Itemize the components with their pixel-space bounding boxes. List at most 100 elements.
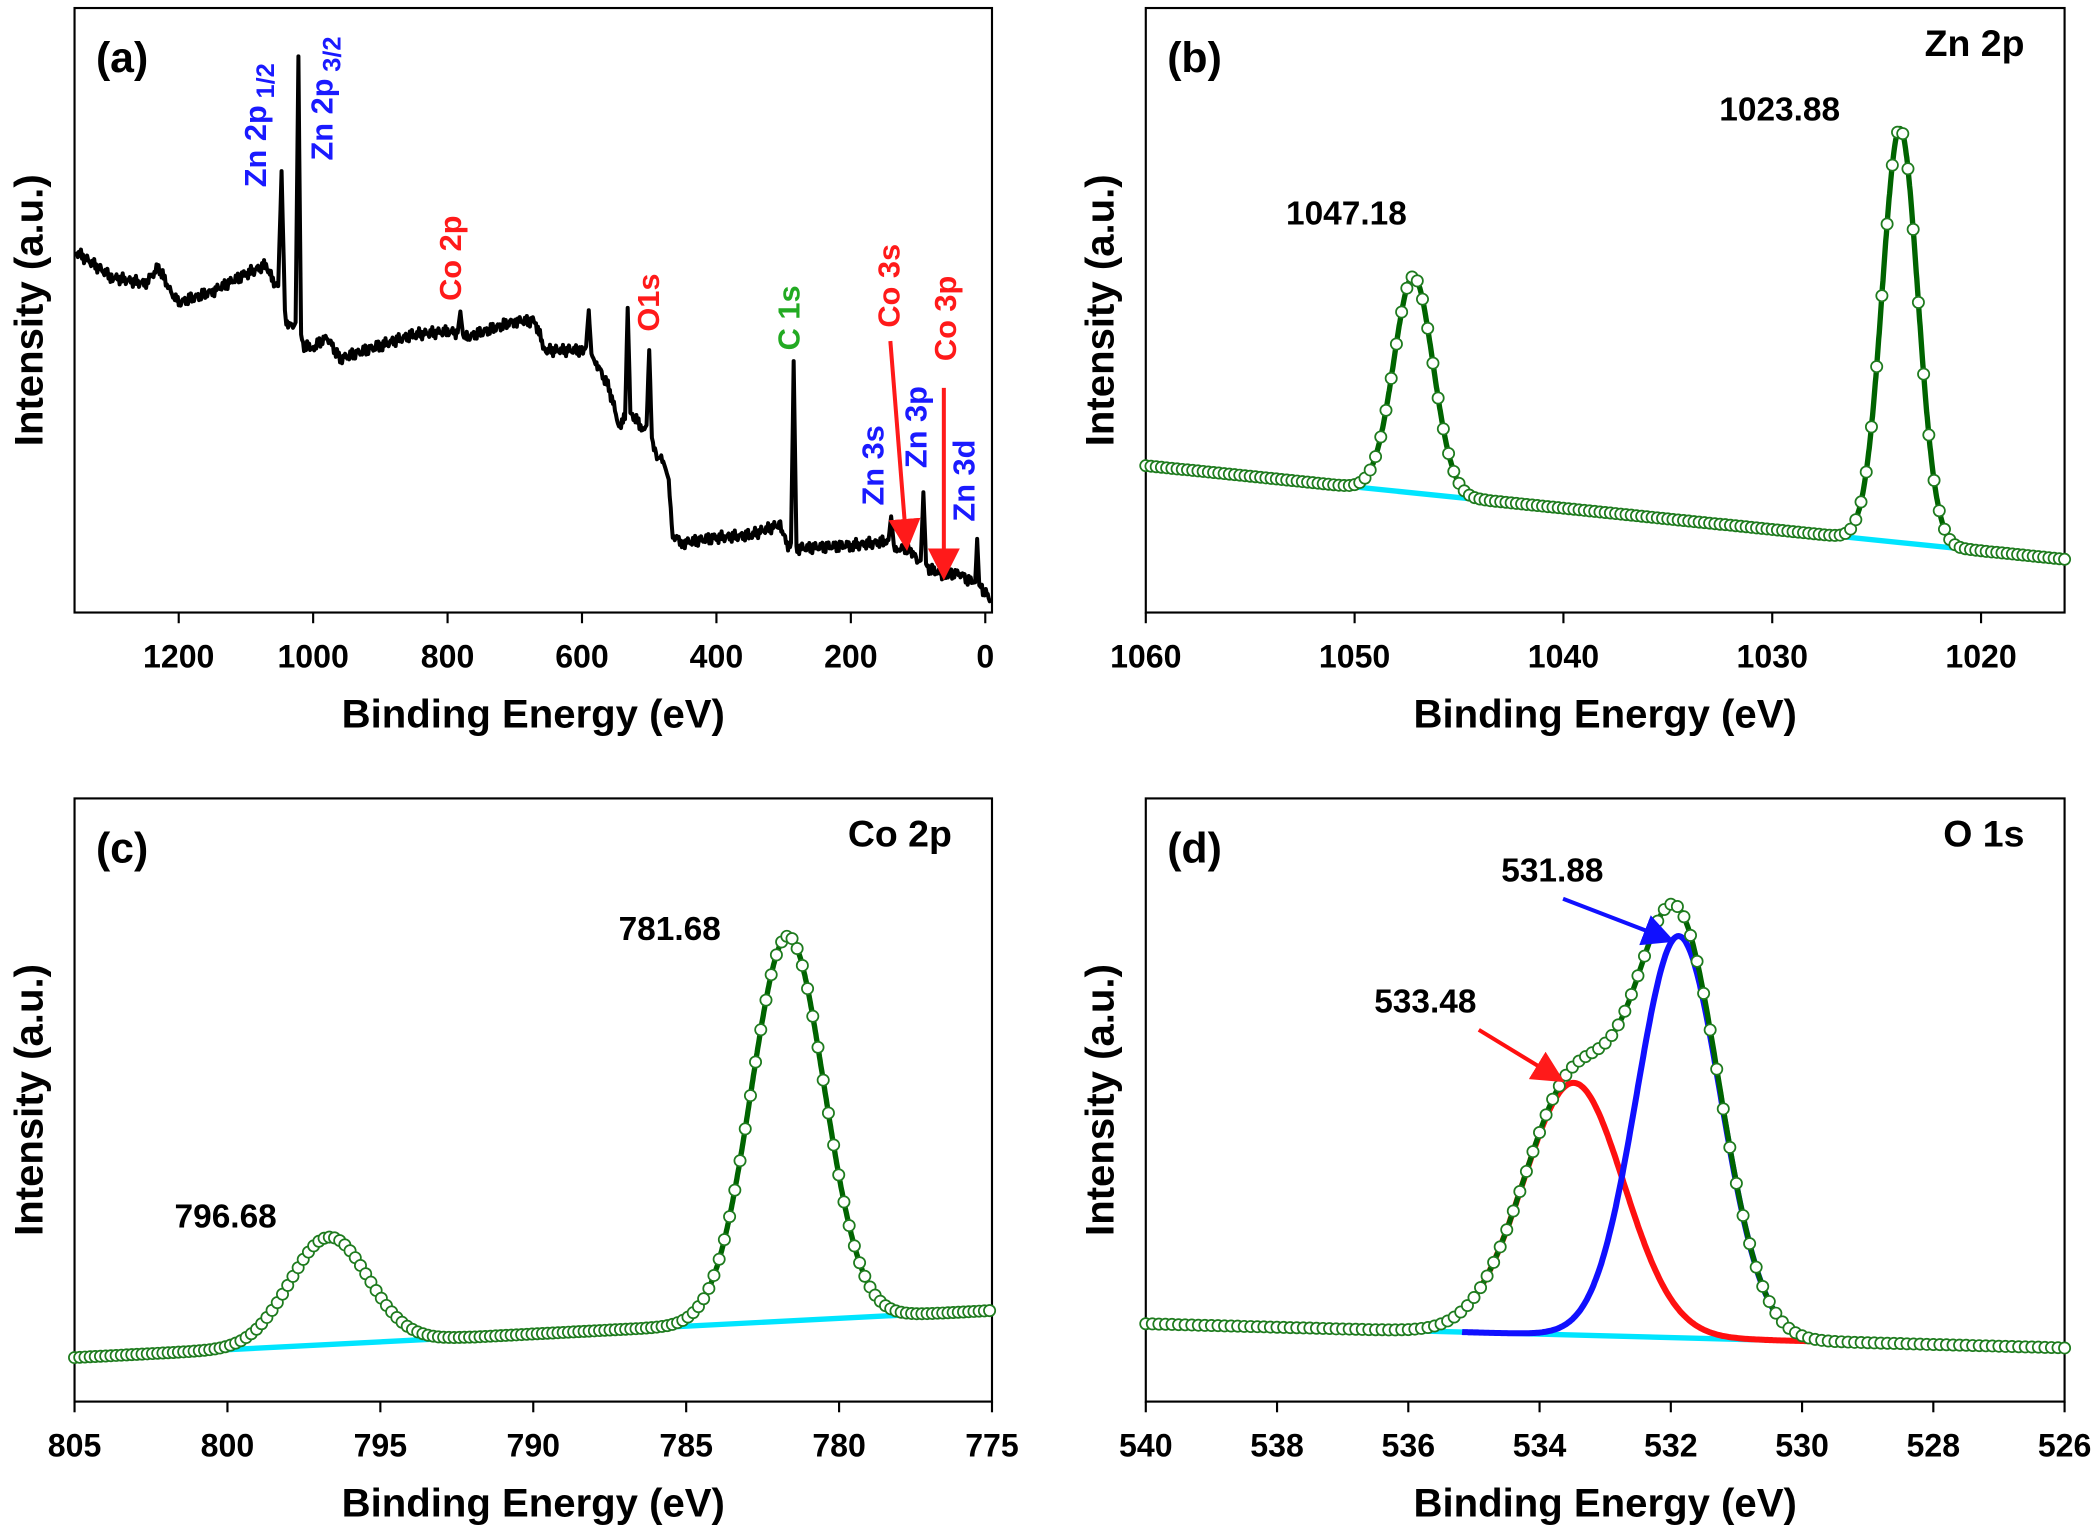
data-point	[1363, 463, 1377, 477]
data-point	[1911, 295, 1925, 309]
data-point	[728, 1183, 742, 1197]
data-point	[1710, 1062, 1724, 1076]
data-point	[1743, 1237, 1757, 1251]
data-point	[1762, 1295, 1776, 1309]
y-axis-label: Intensity (a.u.)	[1078, 174, 1123, 446]
x-tick-label: 400	[690, 638, 744, 674]
data-point	[1756, 1279, 1770, 1293]
data-point	[827, 1138, 841, 1152]
data-point	[1723, 1140, 1737, 1154]
data-point	[983, 1304, 997, 1318]
annotation-text: Co 3s	[872, 244, 907, 328]
x-axis-label: Binding Energy (eV)	[342, 1481, 725, 1526]
fit-component-533.48	[1313, 1079, 1834, 1345]
x-tick-label: 200	[824, 638, 878, 674]
peak-annotation: Zn 3d	[947, 440, 982, 522]
data-point	[1384, 371, 1398, 385]
data-point	[1870, 360, 1884, 374]
peak-label: 533.48	[1374, 983, 1476, 1020]
peak-label: 1023.88	[1719, 91, 1840, 128]
plot-frame	[73, 797, 994, 1403]
x-tick-label: 1040	[1528, 638, 1599, 674]
data-point	[1546, 1092, 1560, 1106]
y-axis-label: Intensity (a.u.)	[6, 174, 51, 446]
panel-label: (c)	[96, 825, 148, 873]
peak-annotation: Zn 2p 3/2	[305, 36, 347, 160]
data-point	[1431, 391, 1445, 405]
data-point	[1474, 1281, 1488, 1295]
x-tick-label: 530	[1775, 1427, 1829, 1463]
data-point	[1638, 949, 1651, 963]
peak-annotation: Co 3p	[928, 276, 963, 361]
peak-label: 796.68	[175, 1199, 277, 1236]
data-point	[1467, 1291, 1481, 1305]
peak-label: 1047.18	[1286, 196, 1407, 233]
data-point	[1749, 1260, 1763, 1274]
data-point	[811, 1040, 825, 1054]
data-point	[847, 1239, 861, 1253]
data-point	[707, 1268, 721, 1282]
annotation-arrow	[888, 340, 921, 551]
x-tick-label: 1030	[1737, 638, 1808, 674]
plot-frame	[1144, 797, 2066, 1403]
x-tick-label: 534	[1513, 1427, 1567, 1463]
peak-annotation: C 1s	[771, 285, 806, 350]
data-point	[1631, 969, 1645, 983]
annotation-text: Zn 3d	[947, 440, 982, 522]
x-tick-label: 780	[812, 1427, 866, 1463]
data-point	[1690, 954, 1704, 968]
data-point	[764, 968, 778, 982]
annotation-text: Co 2p	[433, 215, 468, 300]
data-point	[697, 1292, 711, 1306]
data-point	[1624, 987, 1638, 1001]
plot-frame	[73, 6, 994, 614]
x-axis-label: Binding Energy (eV)	[1414, 692, 1797, 737]
data-point	[842, 1219, 856, 1233]
data-point	[1611, 1018, 1625, 1032]
peak-annotation: Zn 3p	[898, 386, 933, 468]
x-tick-label: 790	[507, 1427, 561, 1463]
x-tick-label: 800	[201, 1427, 255, 1463]
data-point	[1677, 910, 1691, 924]
panel-label: (b)	[1167, 34, 1222, 82]
peak-annotation: Co 3s	[872, 244, 907, 328]
fit-component-531.88	[1461, 932, 1896, 1347]
data-point	[1932, 504, 1946, 518]
data-point	[1729, 1176, 1743, 1190]
data-point	[1552, 1079, 1566, 1093]
data-point	[1379, 403, 1393, 417]
data-point	[795, 958, 809, 972]
peak-annotation: Zn 2p 1/2	[238, 63, 280, 187]
data-point	[1880, 217, 1894, 231]
data-point	[733, 1154, 747, 1168]
panel-title: Zn 2p	[1925, 22, 2025, 64]
x-tick-label: 0	[976, 638, 994, 674]
data-point	[785, 932, 799, 946]
peak-arrow-red	[1477, 1028, 1565, 1083]
panel-co2p: 805 800 795 790 785 780 775 Binding Energy (eV)…	[6, 797, 1019, 1526]
annotation-subscript: 1/2	[252, 63, 280, 98]
data-point	[1927, 473, 1941, 487]
x-tick-label: 540	[1119, 1427, 1173, 1463]
data-point	[1854, 495, 1868, 509]
peak-annotation: Co 2p	[433, 215, 468, 300]
data-point	[1426, 356, 1440, 370]
panel-zn2p: 1060 1050 1040 1030 1020 Binding Energy (eV) I…	[1078, 6, 2072, 737]
data-point	[801, 982, 815, 996]
fit-envelope-line	[1145, 125, 2065, 562]
annotation-text: O1s	[631, 274, 666, 332]
data-point	[1374, 430, 1388, 444]
data-point	[853, 1256, 867, 1270]
data-point	[702, 1281, 716, 1295]
data-point	[749, 1055, 763, 1069]
data-point	[1736, 1209, 1750, 1223]
data-point	[2058, 1341, 2072, 1355]
data-point	[1864, 420, 1878, 434]
annotation-text: Zn 3p	[898, 386, 933, 468]
annotation-text: Zn 3s	[856, 425, 891, 505]
y-axis-label: Intensity (a.u.)	[6, 964, 51, 1236]
data-point	[1716, 1102, 1730, 1116]
data-point	[806, 1009, 820, 1023]
data-point	[1859, 465, 1873, 479]
peak-arrow-blue	[1562, 896, 1675, 946]
